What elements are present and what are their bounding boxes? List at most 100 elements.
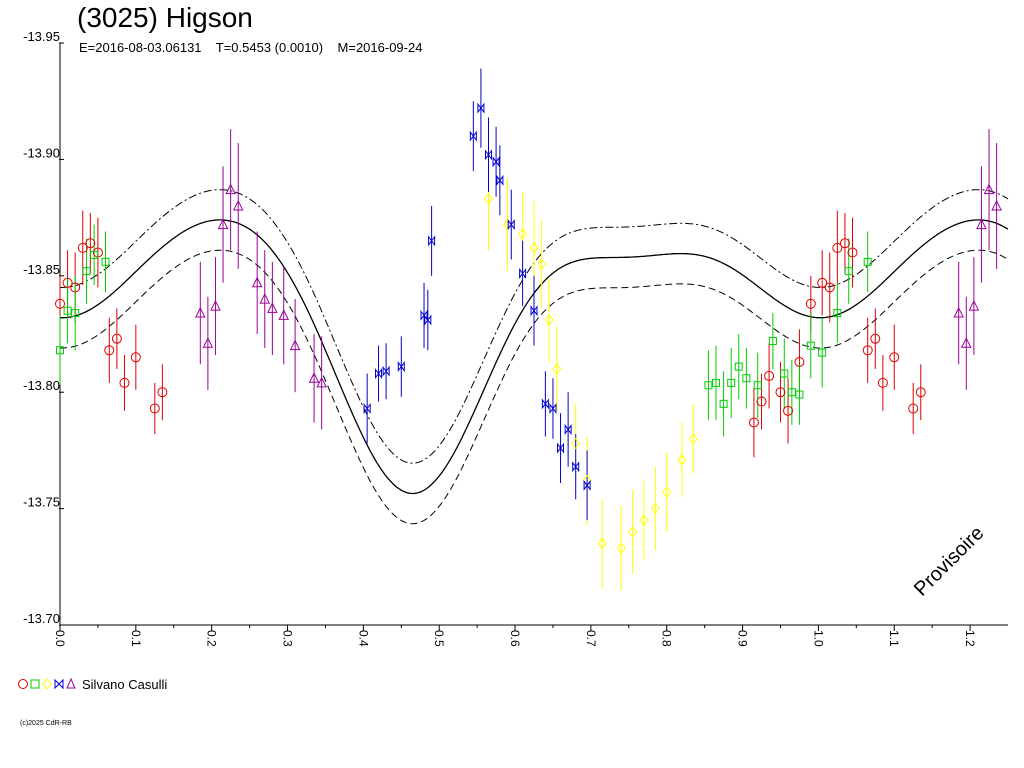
data-point-circle <box>104 345 115 356</box>
data-point-square <box>742 374 751 383</box>
data-point-diamond <box>571 437 581 450</box>
data-point-diamond <box>662 486 672 499</box>
bowtie-icon <box>54 678 64 690</box>
data-point-circle <box>85 238 96 249</box>
data-point-circle <box>847 247 858 258</box>
data-point-circle <box>756 396 767 407</box>
epoch-text: E=2016-08-03.06131 <box>79 40 202 55</box>
data-point-square <box>833 309 842 318</box>
data-point-triangle <box>251 276 263 288</box>
legend: Silvano Casulli <box>18 675 167 693</box>
data-point-bowtie <box>557 442 565 454</box>
y-tick-label: -13.95 <box>23 29 60 44</box>
data-point-bowtie <box>363 402 371 414</box>
data-point-square <box>82 267 91 276</box>
data-point-bowtie <box>382 365 390 377</box>
x-tick-label: 0.5 <box>432 630 446 647</box>
x-tick-label: 0.9 <box>736 630 750 647</box>
data-point-circle <box>748 417 759 428</box>
data-point-circle <box>832 242 843 253</box>
data-point-triangle <box>210 299 221 311</box>
data-point-diamond <box>544 314 554 326</box>
data-point-triangle <box>983 183 995 195</box>
data-point-circle <box>794 356 805 367</box>
data-point-diamond <box>597 537 607 550</box>
diamond-icon <box>42 678 52 690</box>
data-point-triangle <box>225 183 236 195</box>
data-point-diamond <box>529 242 539 254</box>
x-tick-label: 0.1 <box>129 630 143 647</box>
data-point-circle <box>157 387 168 398</box>
data-point-triangle <box>960 337 972 348</box>
data-point-triangle <box>194 306 206 318</box>
data-point-square <box>90 250 99 259</box>
data-point-square <box>719 399 728 408</box>
data-point-circle <box>62 277 73 288</box>
data-point-bowtie <box>507 219 515 231</box>
data-point-bowtie <box>519 267 527 279</box>
data-point-circle <box>839 238 850 249</box>
period-text: T=0.5453 (0.0010) <box>215 40 324 55</box>
data-point-triangle <box>953 306 965 318</box>
x-tick-label: 0.8 <box>660 630 674 647</box>
data-point-square <box>768 336 777 345</box>
data-point-square <box>818 348 827 357</box>
x-tick-label: 1.0 <box>811 630 825 647</box>
data-point-circle <box>119 377 130 388</box>
data-point-bowtie <box>375 368 383 380</box>
data-point-bowtie <box>572 461 580 473</box>
data-point-square <box>712 378 721 387</box>
data-point-diamond <box>639 514 649 527</box>
legend-markers <box>18 677 76 690</box>
data-point-diamond <box>688 432 698 445</box>
data-point-diamond <box>483 193 494 205</box>
data-point-bowtie <box>397 361 405 373</box>
data-point-triangle <box>968 299 980 311</box>
y-tick-label: -13.75 <box>23 495 60 510</box>
data-point-circle <box>908 403 919 414</box>
data-point-circle <box>915 387 926 398</box>
data-points <box>55 68 1002 591</box>
data-point-diamond <box>677 453 687 466</box>
legend-observer: Silvano Casulli <box>82 676 168 692</box>
mid-date-text: M=2016-09-24 <box>337 40 423 55</box>
data-point-circle <box>55 298 65 309</box>
copyright-text: (c)2025 CdR-RB <box>20 720 72 727</box>
data-point-square <box>734 362 743 371</box>
data-point-triangle <box>217 218 229 230</box>
data-point-circle <box>111 333 122 344</box>
data-point-circle <box>130 352 141 363</box>
triangle-icon <box>66 677 76 689</box>
data-point-triangle <box>991 199 1002 211</box>
y-tick-label: -13.90 <box>23 145 60 160</box>
data-point-bowtie <box>583 479 591 491</box>
data-point-square <box>71 309 80 318</box>
y-tick-label: -13.80 <box>23 378 60 393</box>
data-point-bowtie <box>469 130 477 142</box>
data-point-circle <box>889 352 900 363</box>
data-point-bowtie <box>477 102 485 114</box>
y-tick-label: -13.70 <box>23 611 60 626</box>
data-point-bowtie <box>484 149 492 161</box>
data-point-circle <box>775 387 786 398</box>
axes: -13.95 -13.90 -13.85 -13.80 -13.75 -13.70 0.0 0… <box>23 29 1008 647</box>
data-point-square <box>863 257 872 266</box>
data-point-bowtie <box>541 398 549 410</box>
data-point-bowtie <box>564 423 572 435</box>
data-point-diamond <box>536 258 547 270</box>
chart-title: (3025) Higson <box>77 2 253 33</box>
x-tick-label: 0.3 <box>281 630 295 647</box>
data-point-triangle <box>976 218 987 230</box>
data-point-square <box>753 381 762 390</box>
y-tick-label: -13.85 <box>23 262 60 277</box>
data-point-circle <box>817 277 828 288</box>
data-point-diamond <box>616 542 626 554</box>
data-point-diamond <box>627 526 638 538</box>
data-point-circle <box>70 282 81 293</box>
data-point-triangle <box>316 376 327 388</box>
data-point-bowtie <box>496 174 504 186</box>
x-tick-label: 0.0 <box>53 630 67 647</box>
data-point-bowtie <box>428 235 436 247</box>
data-point-square <box>63 306 72 315</box>
